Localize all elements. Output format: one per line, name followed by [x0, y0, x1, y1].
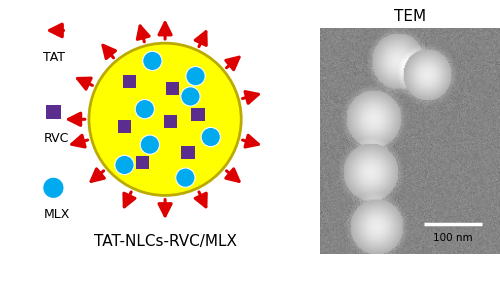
- Bar: [123, 75, 136, 88]
- Circle shape: [42, 177, 64, 199]
- Text: MLX: MLX: [44, 208, 70, 221]
- Text: TAT: TAT: [44, 51, 66, 64]
- Circle shape: [135, 100, 154, 119]
- Text: 100 nm: 100 nm: [434, 233, 473, 243]
- Bar: [164, 115, 177, 128]
- Circle shape: [142, 51, 162, 70]
- Circle shape: [201, 127, 220, 147]
- Bar: [46, 105, 60, 119]
- Bar: [118, 120, 131, 133]
- Circle shape: [115, 155, 134, 175]
- Title: TEM: TEM: [394, 9, 426, 24]
- Circle shape: [140, 135, 160, 154]
- Circle shape: [176, 168, 195, 187]
- Bar: [192, 108, 204, 121]
- Circle shape: [181, 87, 200, 106]
- Text: RVC: RVC: [44, 132, 68, 145]
- Bar: [166, 82, 179, 95]
- Bar: [182, 146, 194, 159]
- Text: TAT-NLCs-RVC/MLX: TAT-NLCs-RVC/MLX: [94, 234, 236, 249]
- Circle shape: [89, 43, 241, 195]
- Circle shape: [186, 67, 205, 86]
- Bar: [136, 156, 149, 169]
